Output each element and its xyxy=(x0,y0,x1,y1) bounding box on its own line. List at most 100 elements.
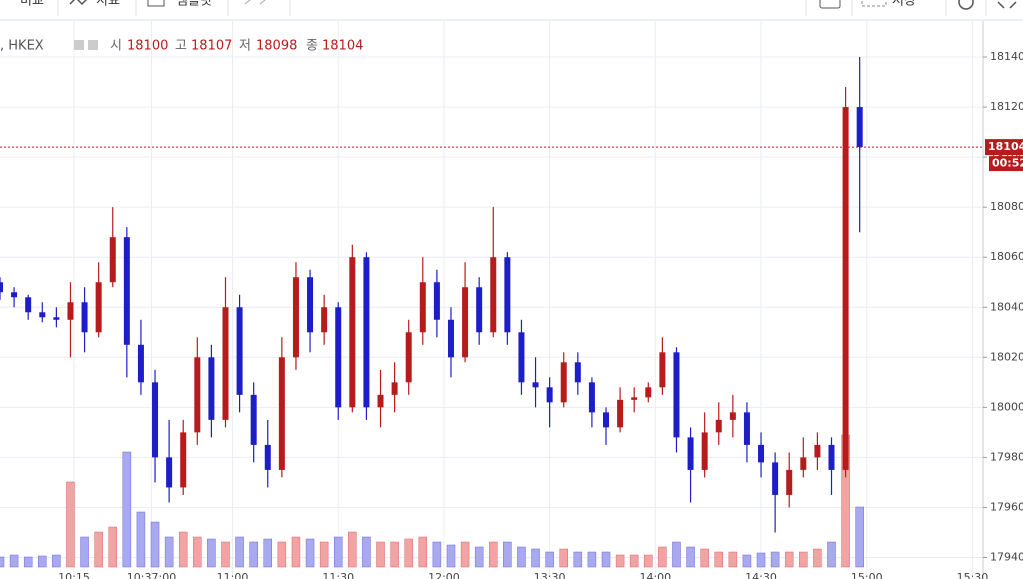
volume-bar xyxy=(390,541,399,568)
candle-body xyxy=(109,237,116,283)
volume-bar xyxy=(728,551,738,568)
candle-body xyxy=(603,412,610,428)
indicator-icon[interactable] xyxy=(69,0,88,6)
volume-bar xyxy=(587,551,597,568)
candle-body xyxy=(95,282,102,333)
legend-label: 저 xyxy=(239,39,251,54)
toolbar-item[interactable]: 비교 xyxy=(20,0,44,9)
volume-bar xyxy=(658,546,667,568)
x-tick-label: 13:30 xyxy=(534,571,566,579)
candle-body xyxy=(391,382,398,395)
candle-body xyxy=(504,257,511,333)
volume-bar xyxy=(362,536,371,568)
x-tick-label: 10:15 xyxy=(58,571,90,579)
volume-bar xyxy=(38,555,47,568)
candle-body xyxy=(67,302,74,320)
volume-bar xyxy=(855,506,864,568)
volume-bar xyxy=(333,536,343,568)
candle-body xyxy=(419,282,426,333)
candle-body xyxy=(476,287,483,333)
legend-label: 고 xyxy=(175,39,187,54)
volume-bar xyxy=(770,551,780,568)
volume-bar xyxy=(432,541,442,568)
candle-body xyxy=(631,397,638,400)
y-tick-label: 18040 xyxy=(990,300,1023,313)
volume-bar xyxy=(376,541,385,568)
legend-icon[interactable] xyxy=(74,40,84,50)
volume-bar xyxy=(178,531,188,568)
candle-body xyxy=(462,287,469,358)
candle-body xyxy=(11,292,18,298)
candle-body xyxy=(518,332,525,383)
volume-bar xyxy=(94,531,103,568)
undo-redo-icon[interactable] xyxy=(244,0,266,5)
volume-bar xyxy=(23,556,33,568)
y-tick-label: 18060 xyxy=(990,250,1023,263)
last-price-box xyxy=(985,139,1023,156)
y-tick-label: 18080 xyxy=(990,200,1023,213)
candle-body xyxy=(307,277,314,333)
candle-body xyxy=(321,307,328,333)
candle-body xyxy=(659,352,666,388)
candle-body xyxy=(715,419,722,433)
volume-bar xyxy=(108,526,117,568)
candle-body xyxy=(222,307,229,420)
legend-label: 시 xyxy=(110,39,122,54)
toolbar-item[interactable]: 지표 xyxy=(96,0,120,9)
candle-body xyxy=(673,352,680,438)
volume-bar xyxy=(601,551,611,568)
candle-body xyxy=(349,257,356,408)
template-icon[interactable] xyxy=(147,0,165,7)
volume-bar xyxy=(221,541,230,568)
candle-body xyxy=(166,457,173,488)
volume-bar xyxy=(559,548,568,568)
y-tick-label: 17960 xyxy=(990,500,1023,513)
volume-bar xyxy=(305,538,315,568)
volume-bar xyxy=(193,536,202,568)
volume-bar xyxy=(629,554,639,568)
x-tick-label: 14:30 xyxy=(745,571,777,579)
candle-body xyxy=(546,387,553,403)
candle-body xyxy=(772,462,779,495)
settings-icon[interactable] xyxy=(958,0,974,10)
volume-bar xyxy=(517,546,526,568)
candle-body xyxy=(447,319,454,358)
volume-bar xyxy=(263,538,273,568)
volume-bar xyxy=(531,548,540,568)
legend-icon[interactable] xyxy=(88,40,98,50)
legend-value: 18107 xyxy=(191,39,232,54)
toolbar-item[interactable]: 저장 xyxy=(892,0,916,9)
volume-bar xyxy=(714,551,724,568)
volume-bar xyxy=(813,548,822,568)
volume-bar xyxy=(489,541,498,568)
volume-bar xyxy=(207,538,216,568)
last-price-label: 18104 xyxy=(988,140,1023,153)
volume-bar xyxy=(164,536,174,568)
volume-bar xyxy=(277,541,287,568)
volume-bar xyxy=(573,551,583,568)
candle-body xyxy=(743,412,750,445)
volume-bar xyxy=(9,554,19,568)
candle-body xyxy=(152,382,159,458)
candle-body xyxy=(180,432,187,488)
candle-body xyxy=(0,282,3,293)
x-tick-label: 15:30 xyxy=(957,571,989,579)
layout-icon[interactable] xyxy=(861,0,887,7)
fullscreen-icon[interactable] xyxy=(997,1,1017,9)
countdown-box xyxy=(989,156,1023,172)
volume-bar xyxy=(235,536,244,568)
volume-bar xyxy=(503,541,512,568)
volume-bar xyxy=(474,546,484,568)
screenshot-icon[interactable] xyxy=(819,0,841,9)
candle-body xyxy=(574,362,581,383)
candle-body xyxy=(842,107,849,470)
candle-body xyxy=(701,432,708,470)
volume-bar xyxy=(756,552,766,568)
candle-body xyxy=(687,437,694,470)
volume-bar xyxy=(150,521,160,568)
toolbar-item[interactable]: 템플릿 xyxy=(176,0,212,9)
candle-body xyxy=(39,312,46,318)
candle-body xyxy=(490,257,497,333)
volume-bar xyxy=(404,538,413,568)
